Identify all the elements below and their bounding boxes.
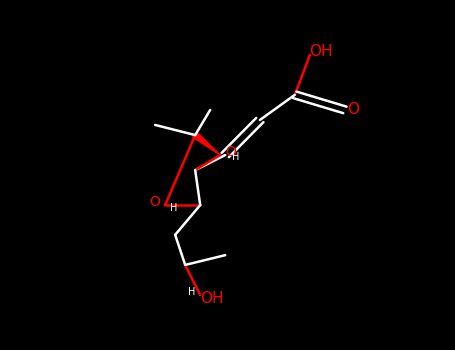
Text: H: H [233,152,240,162]
Text: O: O [225,145,236,159]
Text: O: O [150,195,161,209]
Polygon shape [192,133,220,155]
Text: O: O [347,103,359,117]
Text: H: H [188,287,196,296]
Text: OH: OH [200,291,223,306]
Text: OH: OH [309,44,333,59]
Text: H: H [170,203,177,213]
